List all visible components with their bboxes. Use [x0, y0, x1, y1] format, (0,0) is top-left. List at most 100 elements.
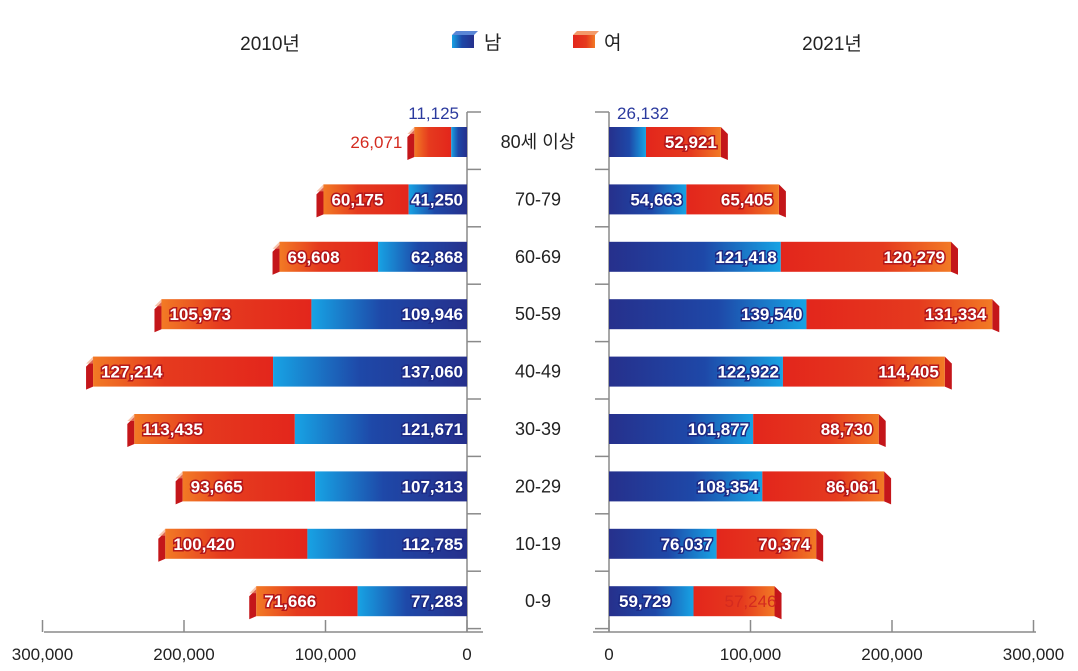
- panel-title-2021: 2021년: [802, 33, 862, 55]
- bar-2021-male: [609, 127, 646, 157]
- bar-2021-female-side: [778, 184, 786, 218]
- bar-2010-female: [93, 356, 274, 387]
- x-tick-label-left: 200,000: [153, 645, 214, 664]
- bar-2021-male: [609, 356, 783, 387]
- bar-2021-female: [780, 241, 952, 272]
- label-2021-female: 88,730: [821, 420, 873, 439]
- bar-2010-female: [414, 127, 452, 157]
- label-2021-female: 131,334: [925, 305, 987, 324]
- label-2010-male: 41,250: [411, 190, 463, 209]
- bar-2010-female: [165, 528, 308, 559]
- label-2021-male: 59,729: [619, 592, 671, 611]
- bar-2010-female: [279, 241, 379, 272]
- label-2010-female: 69,608: [288, 248, 340, 267]
- panel-title-2010: 2010년: [240, 33, 300, 55]
- legend-label-female: 여: [604, 32, 621, 54]
- bar-2010-male: [294, 414, 467, 444]
- bar-2021-female: [806, 299, 993, 330]
- bar-2010-female: [161, 299, 312, 330]
- label-2010-male: 62,868: [411, 248, 463, 267]
- legend-label-male: 남: [484, 32, 501, 54]
- label-2010-female: 127,214: [101, 363, 163, 382]
- bar-2021-male: [609, 299, 807, 330]
- bar-2021-female-side: [774, 586, 782, 620]
- category-label: 80세 이상: [501, 132, 576, 152]
- bar-2010-male: [311, 299, 467, 330]
- bar-2010-female: [323, 184, 409, 215]
- bar-2021-female-side: [720, 127, 728, 160]
- bar-2010-female-side: [175, 474, 183, 505]
- bar-2021-female: [686, 184, 779, 215]
- bar-2021-female-side: [878, 414, 886, 447]
- label-2021-female: 57,246: [725, 592, 777, 611]
- label-2021-female: 114,405: [878, 363, 939, 382]
- label-2021-female: 65,405: [721, 190, 773, 209]
- bar-2021-male: [609, 184, 687, 215]
- label-2010-male: 137,060: [402, 363, 463, 382]
- x-tick-label-right: 300,000: [1003, 645, 1064, 664]
- label-2010-male: 109,946: [402, 305, 463, 324]
- category-label: 60-69: [515, 247, 561, 267]
- x-tick-label-right: 200,000: [861, 645, 922, 664]
- x-tick-label-right: 100,000: [720, 645, 781, 664]
- label-2021-male: 101,877: [688, 420, 749, 439]
- category-label: 30-39: [515, 419, 561, 439]
- bar-2010-female: [182, 471, 316, 502]
- bar-2010-female: [134, 414, 295, 444]
- x-tick-label-right: 0: [604, 645, 613, 664]
- label-2010-male: 77,283: [411, 592, 463, 611]
- label-2021-male: 139,540: [741, 305, 802, 324]
- bar-2010-female-side: [158, 531, 166, 562]
- label-2021-male: 122,922: [717, 363, 778, 382]
- category-label: 0-9: [525, 591, 551, 611]
- label-2021-female: 70,374: [758, 535, 811, 554]
- bar-2010-male: [315, 471, 467, 502]
- label-2021-male: 108,354: [697, 477, 759, 496]
- category-label: 70-79: [515, 189, 561, 209]
- bar-2010-male: [451, 127, 467, 157]
- category-label: 20-29: [515, 476, 561, 496]
- bar-2010-female-side: [127, 417, 135, 447]
- bar-2010-female-side: [407, 130, 415, 160]
- bar-2010-male: [273, 356, 467, 387]
- bar-2021-female: [716, 528, 817, 559]
- label-2010-male: 112,785: [402, 535, 463, 554]
- legend-swatch-male: [452, 35, 474, 48]
- bar-2010-female-side: [249, 589, 257, 620]
- label-2010-male: 121,671: [402, 420, 463, 439]
- bar-2021-female-side: [884, 471, 892, 505]
- category-label: 10-19: [515, 534, 561, 554]
- label-2010-male: 107,313: [402, 477, 463, 496]
- label-2010-female: 93,665: [191, 477, 243, 496]
- bar-2021-female: [645, 127, 721, 157]
- label-2021-male: 54,663: [630, 190, 682, 209]
- bar-2021-female: [693, 586, 775, 617]
- label-2010-female: 113,435: [142, 420, 203, 439]
- bar-2010-female-side: [154, 302, 162, 333]
- bar-2021-female-side: [951, 241, 959, 275]
- bar-2021-female: [762, 471, 885, 502]
- legend-swatch-female: [573, 35, 595, 48]
- bar-2021-female-side: [944, 356, 952, 390]
- label-2010-male: 11,125: [408, 104, 459, 123]
- label-2021-female: 86,061: [826, 477, 878, 496]
- bar-2021-female: [782, 356, 945, 387]
- bar-2021-female-side: [992, 299, 1000, 333]
- bar-2021-male: [609, 414, 754, 444]
- bar-2021-male: [609, 586, 694, 617]
- label-2021-male: 26,132: [617, 104, 669, 123]
- bar-2010-female: [256, 586, 358, 617]
- bar-2010-female-side: [86, 359, 94, 390]
- bar-2021-male: [609, 241, 781, 272]
- bar-2021-male: [609, 528, 717, 559]
- bar-2021-female-side: [816, 528, 824, 562]
- bar-2010-male: [307, 528, 467, 559]
- label-2010-female: 60,175: [331, 190, 383, 209]
- bar-2021-male: [609, 471, 763, 502]
- label-2021-male: 76,037: [661, 535, 713, 554]
- category-label: 50-59: [515, 304, 561, 324]
- category-label: 40-49: [515, 362, 561, 382]
- label-2021-female: 52,921: [665, 133, 717, 152]
- label-2021-female: 120,279: [884, 248, 945, 267]
